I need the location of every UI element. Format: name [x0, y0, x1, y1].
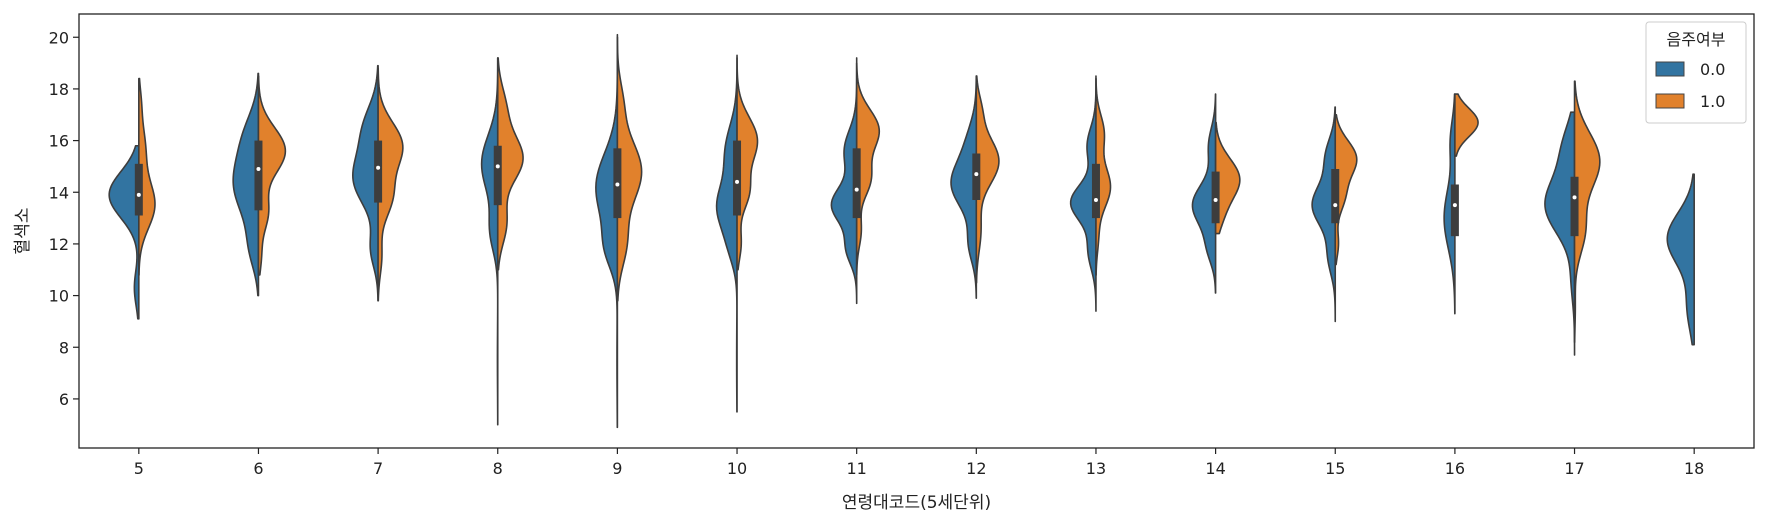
box-5 — [733, 140, 742, 216]
violin-1-0 — [138, 77, 156, 276]
legend-swatch-1-0 — [1655, 93, 1685, 109]
x-axis: 5 6 7 8 9 10 11 12 13 14 15 16 17 18 — [134, 448, 1704, 478]
violin-1-7 — [975, 75, 1000, 284]
y-tick-label-0: 6 — [59, 390, 69, 409]
violin-1-3 — [496, 57, 524, 271]
violin-0-10 — [1311, 106, 1337, 323]
x-tick-label-10: 15 — [1325, 459, 1345, 478]
violins-layer — [108, 33, 1695, 429]
violin-0-2 — [352, 64, 379, 302]
x-tick-label-2: 7 — [373, 459, 383, 478]
plot-frame — [78, 13, 1755, 449]
x-tick-label-11: 16 — [1445, 459, 1465, 478]
x-tick-label-12: 17 — [1564, 459, 1584, 478]
y-tick-label-1: 8 — [59, 338, 69, 357]
x-tick-label-3: 8 — [493, 459, 503, 478]
violin-0-3 — [480, 57, 499, 426]
y-tick-label-7: 20 — [49, 28, 69, 47]
box-8 — [1091, 163, 1100, 219]
violin-1-6 — [855, 62, 881, 276]
y-tick-label-5: 16 — [49, 132, 69, 151]
violin-1-9 — [1214, 121, 1241, 235]
median-0 — [136, 192, 141, 197]
violin-1-8 — [1095, 77, 1112, 276]
box-9 — [1211, 171, 1220, 224]
x-tick-label-6: 11 — [846, 459, 866, 478]
y-tick-label-6: 18 — [49, 80, 69, 99]
x-tick-label-4: 9 — [612, 459, 622, 478]
median-11 — [1452, 203, 1457, 208]
violin-1-1 — [257, 75, 287, 276]
y-tick-label-4: 14 — [49, 183, 69, 202]
box-11 — [1450, 184, 1459, 237]
median-8 — [1093, 198, 1098, 202]
box-7 — [972, 153, 981, 200]
median-2 — [376, 165, 381, 170]
y-tick-label-3: 12 — [49, 235, 69, 254]
median-9 — [1213, 198, 1218, 202]
violin-0-9 — [1191, 93, 1217, 294]
violin-0-11 — [1443, 93, 1456, 315]
x-axis-label: 연령대코드(5세단위) — [842, 493, 991, 513]
x-tick-label-5: 10 — [727, 459, 747, 478]
x-tick-label-13: 18 — [1684, 459, 1704, 478]
median-6 — [854, 187, 859, 192]
violin-0-7 — [950, 75, 978, 299]
x-tick-label-1: 6 — [253, 459, 263, 478]
violin-0-8 — [1069, 75, 1097, 312]
x-tick-label-7: 12 — [966, 459, 986, 478]
y-axis-label: 혈색소 — [13, 208, 33, 255]
violin-0-0 — [108, 144, 140, 320]
violin-1-10 — [1334, 113, 1358, 266]
violin-1-5 — [736, 57, 759, 271]
legend-label-0-0: 0.0 — [1700, 60, 1725, 79]
legend: 음주여부 0.0 1.0 — [1645, 21, 1747, 124]
violin-0-12 — [1544, 111, 1576, 356]
y-axis: 6 8 10 12 14 16 18 20 — [49, 28, 79, 409]
y-tick-label-2: 10 — [49, 287, 69, 306]
box-1 — [254, 140, 263, 211]
median-5 — [735, 179, 740, 184]
x-tick-label-8: 13 — [1086, 459, 1106, 478]
violin-1-2 — [377, 67, 404, 302]
box-3 — [493, 145, 502, 206]
median-7 — [974, 172, 979, 177]
x-tick-label-0: 5 — [134, 459, 144, 478]
legend-title: 음주여부 — [1667, 30, 1726, 49]
box-0 — [134, 163, 143, 216]
box-10 — [1331, 169, 1340, 224]
violin-0-13 — [1666, 173, 1695, 346]
box-12 — [1570, 176, 1579, 237]
box-2 — [374, 140, 383, 203]
x-tick-label-9: 14 — [1205, 459, 1225, 478]
violin-0-1 — [232, 72, 260, 297]
boxes-layer — [134, 140, 1579, 237]
median-10 — [1333, 203, 1338, 208]
violin-0-5 — [715, 54, 738, 413]
violin-1-4 — [616, 36, 643, 302]
legend-label-1-0: 1.0 — [1700, 92, 1725, 111]
median-12 — [1572, 195, 1577, 200]
violin-1-12 — [1573, 80, 1601, 343]
median-3 — [495, 164, 500, 169]
legend-swatch-0-0 — [1655, 61, 1685, 77]
median-1 — [256, 167, 261, 171]
violin-1-11 — [1454, 93, 1479, 157]
box-6 — [852, 148, 861, 219]
median-4 — [615, 182, 620, 187]
